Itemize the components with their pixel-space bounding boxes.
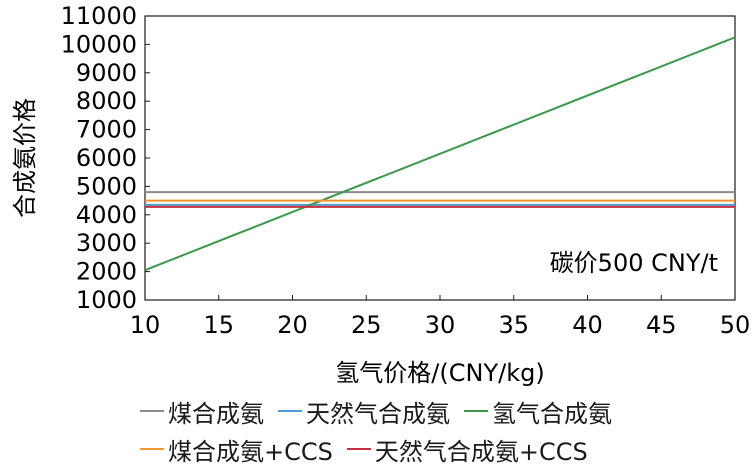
legend-swatch-hydrogen: [464, 410, 488, 412]
y-tick-label: 8000: [76, 87, 137, 115]
y-tick-label: 2000: [76, 258, 137, 286]
x-tick-label: 10: [130, 311, 161, 339]
x-tick-label: 45: [646, 311, 677, 339]
legend-item-coal: 煤合成氨: [140, 394, 264, 429]
legend-swatch-natural-gas: [278, 410, 302, 412]
legend-item-natural-gas: 天然气合成氨: [278, 394, 450, 429]
y-tick-label: 3000: [76, 229, 137, 257]
legend-item-hydrogen: 氢气合成氨: [464, 394, 612, 429]
x-tick-label: 15: [203, 311, 234, 339]
y-tick-label: 11000: [61, 2, 137, 30]
chart: 10 15 20 25 30 35 40 45 50 100020003000400050006…: [11, 2, 751, 387]
y-tick-label: 9000: [76, 59, 137, 87]
legend-swatch-natural-gas-ccs: [346, 448, 371, 450]
y-tick-label: 7000: [76, 116, 137, 144]
legend-row-2: 煤合成氨+CCS 天然气合成氨+CCS: [140, 430, 750, 468]
series-layer: [144, 36, 736, 272]
legend-label-coal: 煤合成氨: [168, 399, 264, 428]
legend-item-natural-gas-ccs: 天然气合成氨+CCS: [346, 432, 588, 467]
legend-swatch-coal-ccs: [140, 448, 164, 450]
legend-swatch-coal: [140, 410, 164, 412]
x-tick-label: 20: [277, 311, 308, 339]
x-tick-label: 25: [351, 311, 382, 339]
x-axis-title: 氢气价格/(CNY/kg): [335, 359, 544, 387]
x-tick-label: 35: [498, 311, 529, 339]
carbon-price-annotation: 碳价500 CNY/t: [550, 249, 718, 277]
legend-label-natural-gas-ccs: 天然气合成氨+CCS: [374, 437, 588, 466]
x-axis-ticks: 10 15 20 25 30 35 40 45 50: [130, 295, 751, 339]
legend-label-coal-ccs: 煤合成氨+CCS: [168, 437, 333, 466]
y-tick-label: 10000: [61, 30, 137, 58]
y-tick-label: 5000: [76, 172, 137, 200]
x-tick-label: 50: [720, 311, 751, 339]
legend: 煤合成氨 天然气合成氨 氢气合成氨 煤合成氨+CCS 天然气合成氨+CCS: [140, 392, 750, 468]
series-line-2: [144, 36, 736, 272]
legend-row-1: 煤合成氨 天然气合成氨 氢气合成氨: [140, 392, 750, 430]
legend-item-coal-ccs: 煤合成氨+CCS: [140, 432, 333, 467]
x-tick-label: 30: [425, 311, 456, 339]
legend-label-hydrogen: 氢气合成氨: [492, 399, 612, 428]
y-axis-title: 合成氨价格: [11, 98, 39, 218]
y-tick-label: 1000: [76, 286, 137, 314]
y-tick-label: 6000: [76, 144, 137, 172]
x-tick-label: 40: [572, 311, 603, 339]
y-tick-label: 4000: [76, 201, 137, 229]
y-axis-ticks: 1000200030004000500060007000800090001000…: [61, 2, 150, 314]
legend-label-natural-gas: 天然气合成氨: [306, 399, 450, 428]
